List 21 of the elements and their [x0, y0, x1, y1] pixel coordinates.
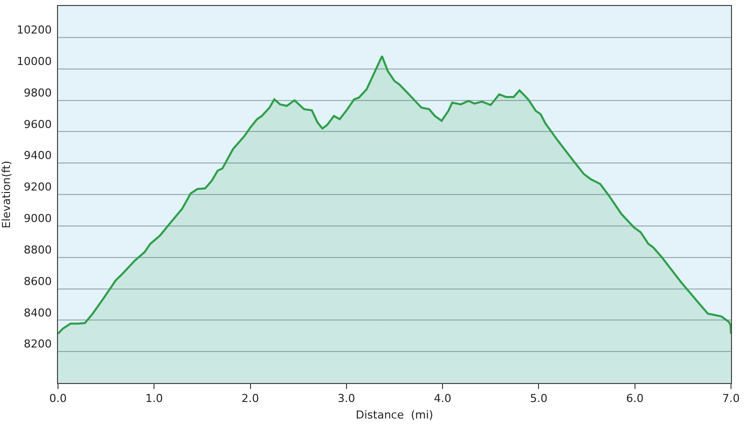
x-tick-label: 4.0: [434, 392, 452, 406]
x-tick-label: 2.0: [242, 392, 260, 406]
x-tick-label: 5.0: [530, 392, 548, 406]
y-tick-label: 9400: [24, 149, 52, 162]
y-tick-label: 9600: [24, 118, 52, 131]
y-tick-label: 8600: [24, 274, 52, 288]
y-axis-title: Elevation(ft): [0, 160, 13, 228]
x-tick-label: 3.0: [338, 392, 356, 406]
x-axis-title: Distance (mi): [356, 408, 434, 422]
x-tick-label: 1.0: [145, 392, 163, 406]
y-tick-label: 9800: [24, 86, 52, 100]
y-tick-label: 9200: [24, 180, 52, 194]
y-tick-label: 10000: [16, 54, 52, 68]
x-tick-label: 7.0: [722, 392, 740, 406]
y-tick-label: 8200: [24, 338, 52, 351]
y-tick-label: 10200: [16, 24, 52, 37]
y-tick-label: 9000: [24, 212, 52, 226]
y-tick-label: 8800: [24, 243, 52, 256]
x-tick-label: 6.0: [626, 392, 644, 406]
y-tick-label: 8400: [24, 306, 52, 320]
x-tick-label: 0.0: [49, 392, 67, 406]
